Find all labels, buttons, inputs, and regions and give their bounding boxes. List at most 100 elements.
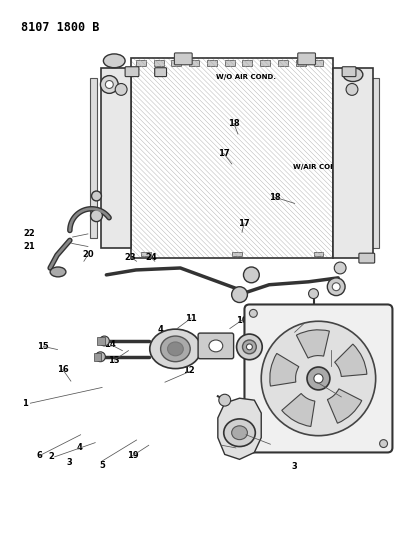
FancyBboxPatch shape bbox=[125, 67, 139, 77]
Wedge shape bbox=[282, 393, 315, 426]
Text: 18: 18 bbox=[269, 192, 280, 201]
Circle shape bbox=[232, 287, 247, 303]
Circle shape bbox=[115, 84, 127, 95]
Text: 24: 24 bbox=[145, 253, 157, 262]
Bar bbox=[136, 60, 146, 66]
Circle shape bbox=[327, 278, 345, 296]
Text: W/AIR COND.: W/AIR COND. bbox=[293, 164, 345, 169]
FancyBboxPatch shape bbox=[174, 53, 192, 65]
Bar bbox=[232, 252, 242, 256]
FancyBboxPatch shape bbox=[342, 67, 356, 77]
FancyBboxPatch shape bbox=[198, 333, 233, 359]
Bar bbox=[278, 60, 288, 66]
Circle shape bbox=[332, 283, 340, 290]
Bar bbox=[171, 60, 181, 66]
Text: 5: 5 bbox=[99, 461, 105, 470]
Bar bbox=[314, 252, 323, 256]
FancyBboxPatch shape bbox=[245, 304, 393, 453]
Circle shape bbox=[95, 352, 105, 362]
Ellipse shape bbox=[237, 334, 262, 360]
FancyBboxPatch shape bbox=[298, 53, 316, 65]
Text: 10: 10 bbox=[236, 316, 248, 325]
Wedge shape bbox=[270, 353, 299, 386]
Bar bbox=[333, 68, 373, 258]
Circle shape bbox=[105, 80, 113, 88]
Circle shape bbox=[314, 374, 323, 383]
Circle shape bbox=[219, 394, 231, 406]
Bar bbox=[372, 78, 379, 248]
Bar bbox=[225, 60, 235, 66]
FancyBboxPatch shape bbox=[155, 68, 166, 77]
Ellipse shape bbox=[168, 342, 183, 356]
Bar bbox=[242, 60, 252, 66]
Ellipse shape bbox=[104, 54, 125, 68]
Bar bbox=[207, 60, 217, 66]
Ellipse shape bbox=[242, 340, 256, 354]
Bar bbox=[90, 78, 97, 238]
Circle shape bbox=[92, 191, 102, 201]
Text: 17: 17 bbox=[218, 149, 230, 158]
Bar bbox=[141, 252, 151, 256]
Bar bbox=[102, 68, 131, 248]
Text: 21: 21 bbox=[23, 242, 35, 251]
Text: 18: 18 bbox=[228, 119, 240, 128]
Text: 20: 20 bbox=[82, 251, 94, 260]
Circle shape bbox=[346, 84, 358, 95]
Polygon shape bbox=[218, 398, 261, 459]
Text: 7: 7 bbox=[338, 392, 344, 401]
Circle shape bbox=[249, 310, 257, 317]
Text: 19: 19 bbox=[127, 451, 139, 461]
Circle shape bbox=[90, 210, 102, 222]
Text: 8: 8 bbox=[328, 345, 334, 354]
Circle shape bbox=[261, 321, 376, 435]
Circle shape bbox=[100, 76, 118, 93]
Circle shape bbox=[243, 267, 259, 283]
Ellipse shape bbox=[161, 336, 190, 362]
Text: W/O AIR COND.: W/O AIR COND. bbox=[216, 74, 276, 80]
Text: 12: 12 bbox=[183, 366, 195, 375]
Text: 19: 19 bbox=[230, 443, 242, 453]
Wedge shape bbox=[296, 330, 329, 358]
Circle shape bbox=[309, 289, 319, 298]
Text: 4: 4 bbox=[158, 325, 164, 334]
Text: 17: 17 bbox=[238, 219, 250, 228]
FancyBboxPatch shape bbox=[359, 253, 375, 263]
Text: 23: 23 bbox=[125, 253, 136, 262]
Bar bbox=[94, 353, 102, 361]
Wedge shape bbox=[335, 344, 367, 376]
Bar bbox=[154, 60, 164, 66]
Text: 6: 6 bbox=[36, 451, 42, 461]
Text: 5: 5 bbox=[268, 443, 273, 453]
Ellipse shape bbox=[224, 419, 255, 447]
Circle shape bbox=[380, 440, 388, 448]
Text: 13: 13 bbox=[109, 356, 120, 365]
Text: 15: 15 bbox=[37, 342, 49, 351]
Bar bbox=[260, 60, 270, 66]
Circle shape bbox=[307, 367, 330, 390]
Ellipse shape bbox=[343, 68, 363, 82]
Bar bbox=[314, 60, 323, 66]
Circle shape bbox=[99, 336, 109, 346]
Wedge shape bbox=[328, 389, 362, 423]
Text: 11: 11 bbox=[185, 313, 197, 322]
Text: 4: 4 bbox=[77, 443, 83, 453]
Ellipse shape bbox=[247, 344, 252, 350]
Ellipse shape bbox=[150, 329, 201, 369]
Text: 3: 3 bbox=[67, 458, 73, 466]
Text: 22: 22 bbox=[23, 229, 35, 238]
Text: 14: 14 bbox=[104, 340, 116, 349]
Bar bbox=[97, 337, 105, 345]
Text: 3: 3 bbox=[292, 462, 298, 471]
Ellipse shape bbox=[209, 340, 223, 352]
Bar bbox=[189, 60, 199, 66]
Text: 4: 4 bbox=[324, 443, 330, 453]
Text: 4: 4 bbox=[296, 329, 302, 338]
Circle shape bbox=[334, 262, 346, 274]
Ellipse shape bbox=[232, 426, 247, 440]
Text: 1: 1 bbox=[22, 399, 28, 408]
Text: 16: 16 bbox=[57, 365, 69, 374]
Text: 2: 2 bbox=[48, 453, 54, 462]
Bar bbox=[296, 60, 306, 66]
Bar bbox=[131, 58, 333, 258]
Text: 9: 9 bbox=[302, 318, 308, 327]
